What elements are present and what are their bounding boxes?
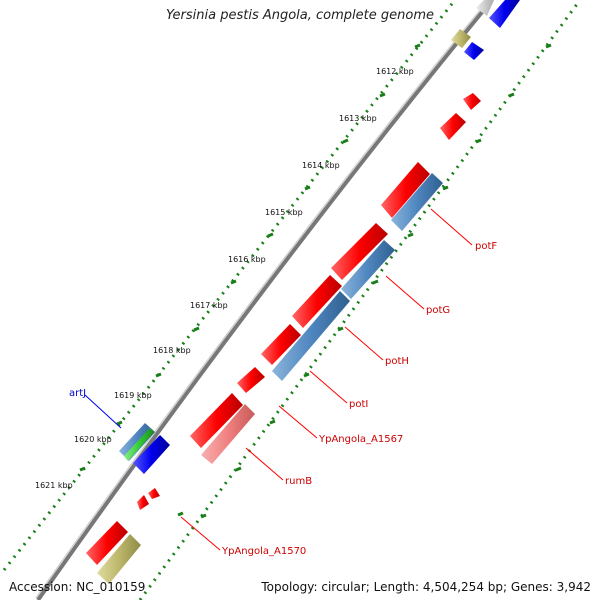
gene-arrow[interactable] [237, 367, 265, 393]
tick-label: 1614 kbp [302, 161, 340, 170]
gene-arrow[interactable] [489, 0, 520, 28]
gene-label-potf[interactable]: potF [475, 241, 497, 252]
genome-backbone [36, 0, 494, 600]
gene-label-rumb[interactable]: rumB [285, 476, 312, 487]
gene-arrow[interactable] [292, 275, 342, 328]
gene-arrow[interactable] [341, 240, 395, 299]
gene-arrow[interactable] [124, 428, 154, 461]
gene-label-poth[interactable]: potH [385, 356, 409, 367]
tick-labels: 1612 kbp 1613 kbp 1614 kbp 1615 kbp 1616… [35, 67, 414, 490]
genome-title: Yersinia pestis Angola, complete genome [166, 8, 434, 23]
gene-arrow[interactable] [97, 534, 141, 584]
gene-label-ypangola-a1567[interactable]: YpAngola_A1567 [318, 434, 403, 445]
gene-label-poti[interactable]: potI [349, 399, 368, 410]
tick-label: 1617 kbp [190, 301, 228, 310]
gene-arrow[interactable] [331, 223, 388, 280]
gene-arrow[interactable] [201, 404, 255, 464]
tick-label: 1621 kbp [35, 481, 73, 490]
gene-arrow[interactable] [86, 521, 128, 565]
tick-label: 1613 kbp [339, 114, 377, 123]
gene-arrow[interactable] [190, 393, 243, 448]
gene-arrow[interactable] [148, 488, 160, 499]
scale-ticks-inner [177, 43, 552, 519]
gene-arrow[interactable] [391, 173, 443, 231]
label-leader-lines [84, 208, 473, 551]
genome-backbone-highlight [35, 0, 490, 599]
gene-label-ypangola-a1570[interactable]: YpAngola_A1570 [221, 546, 306, 557]
gene-arrow[interactable] [440, 113, 466, 140]
scale-dotted-outer [2, 0, 457, 571]
tick-label: 1620 kbp [74, 435, 112, 444]
gene-arrow[interactable] [261, 324, 301, 365]
accession-text: Accession: NC_010159 [9, 580, 146, 594]
gene-arrow[interactable] [133, 435, 170, 474]
gene-label-artj[interactable]: artJ [69, 388, 86, 399]
gene-arrow[interactable] [476, 0, 494, 16]
gene-arrow[interactable] [381, 162, 430, 218]
forward-strand-genes [86, 93, 481, 565]
gene-arrow[interactable] [463, 93, 481, 110]
genome-summary-text: Topology: circular; Length: 4,504,254 bp… [261, 580, 591, 594]
tick-label: 1616 kbp [228, 255, 266, 264]
reverse-strand-genes [97, 0, 520, 584]
gene-arrow[interactable] [272, 291, 350, 381]
tick-label: 1612 kbp [376, 67, 414, 76]
gene-label-potg[interactable]: potG [426, 305, 450, 316]
tick-label: 1615 kbp [265, 208, 303, 217]
scale-ticks [79, 43, 421, 472]
gene-arrow[interactable] [464, 42, 484, 60]
gene-labels: potF potG potH potI YpAngola_A1567 rumB … [69, 241, 497, 557]
scale-dotted-inner [138, 0, 582, 600]
tick-label: 1619 kbp [114, 391, 152, 400]
tick-label: 1618 kbp [153, 346, 191, 355]
gene-arrow[interactable] [137, 495, 149, 510]
gene-arrow[interactable] [451, 29, 471, 48]
